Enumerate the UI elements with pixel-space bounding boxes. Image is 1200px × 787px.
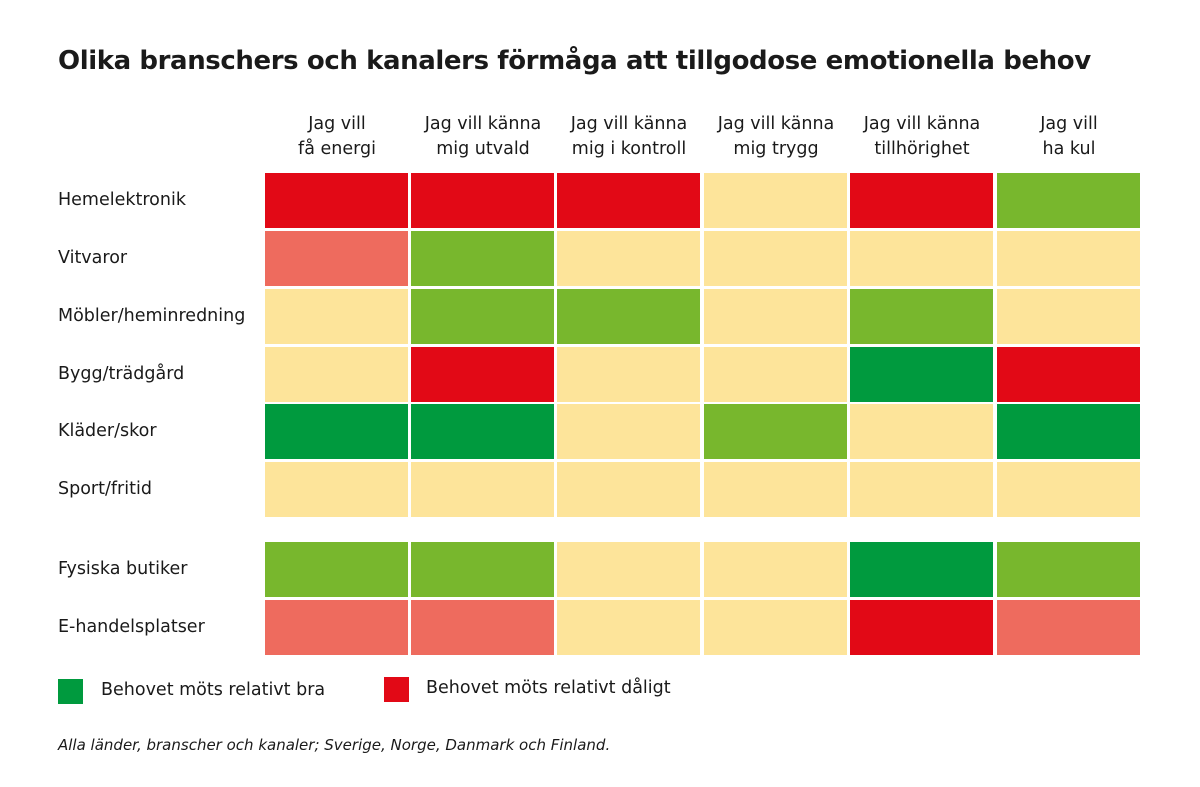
heatmap-cell-sport-fritid-3 xyxy=(557,462,700,517)
heatmap-cell-vitvaror-5 xyxy=(850,231,993,286)
heatmap-cell-vitvaror-4 xyxy=(704,231,847,286)
heatmap-cell-hemelektronik-3 xyxy=(557,173,700,228)
heatmap-cell-hemelektronik-4 xyxy=(704,173,847,228)
heatmap-cell-kl-der-skor-5 xyxy=(850,404,993,459)
heatmap-cell-bygg-tr-dg-rd-4 xyxy=(704,347,847,402)
row-label-vitvaror: Vitvaror xyxy=(58,248,128,268)
heatmap-cell-kl-der-skor-1 xyxy=(265,404,408,459)
chart-note: Alla länder, branscher och kanaler; Sver… xyxy=(58,736,611,754)
heatmap-cell-hemelektronik-2 xyxy=(411,173,554,228)
row-label-e-handelsplatser: E-handelsplatser xyxy=(58,617,205,637)
chart-title: Olika branschers och kanalers förmåga at… xyxy=(58,46,1091,76)
heatmap-cell-sport-fritid-1 xyxy=(265,462,408,517)
column-header-3: Jag vill känna mig i kontroll xyxy=(570,114,688,159)
heatmap-cell-fysiska-butiker-3 xyxy=(557,542,700,597)
heatmap-cell-bygg-tr-dg-rd-5 xyxy=(850,347,993,402)
heatmap-cell-fysiska-butiker-4 xyxy=(704,542,847,597)
heatmap-cell-sport-fritid-5 xyxy=(850,462,993,517)
heatmap-cell-kl-der-skor-6 xyxy=(997,404,1140,459)
column-header-5: Jag vill känna tillhörighet xyxy=(863,114,981,159)
heatmap-cell-m-bler-heminredning-6 xyxy=(997,289,1140,344)
legend-label-bad: Behovet möts relativt dåligt xyxy=(426,678,671,698)
legend-swatch-bad xyxy=(384,677,409,702)
heatmap-cell-e-handelsplatser-3 xyxy=(557,600,700,655)
column-header-1: Jag vill få energi xyxy=(298,114,376,159)
heatmap-cell-m-bler-heminredning-3 xyxy=(557,289,700,344)
heatmap-cell-sport-fritid-6 xyxy=(997,462,1140,517)
heatmap-cell-sport-fritid-2 xyxy=(411,462,554,517)
heatmap-cell-bygg-tr-dg-rd-1 xyxy=(265,347,408,402)
heatmap-cell-vitvaror-1 xyxy=(265,231,408,286)
heatmap-cell-hemelektronik-5 xyxy=(850,173,993,228)
column-header-2: Jag vill känna mig utvald xyxy=(424,114,542,159)
heatmap-cell-hemelektronik-1 xyxy=(265,173,408,228)
legend-swatch-good xyxy=(58,679,83,704)
heatmap-cell-e-handelsplatser-6 xyxy=(997,600,1140,655)
heatmap-cell-vitvaror-2 xyxy=(411,231,554,286)
heatmap-cell-vitvaror-3 xyxy=(557,231,700,286)
heatmap-cell-kl-der-skor-2 xyxy=(411,404,554,459)
heatmap-cell-bygg-tr-dg-rd-6 xyxy=(997,347,1140,402)
heatmap-cell-fysiska-butiker-1 xyxy=(265,542,408,597)
heatmap-cell-e-handelsplatser-1 xyxy=(265,600,408,655)
heatmap-cell-sport-fritid-4 xyxy=(704,462,847,517)
row-label-bygg-tr-dg-rd: Bygg/trädgård xyxy=(58,364,185,384)
heatmap-cell-m-bler-heminredning-2 xyxy=(411,289,554,344)
heatmap-cell-vitvaror-6 xyxy=(997,231,1140,286)
legend-label-good: Behovet möts relativt bra xyxy=(101,680,326,700)
heatmap-cell-m-bler-heminredning-5 xyxy=(850,289,993,344)
row-label-m-bler-heminredning: Möbler/heminredning xyxy=(58,306,246,326)
column-header-4: Jag vill känna mig trygg xyxy=(717,114,835,159)
heatmap-cell-m-bler-heminredning-4 xyxy=(704,289,847,344)
heatmap-cell-e-handelsplatser-5 xyxy=(850,600,993,655)
heatmap-cell-m-bler-heminredning-1 xyxy=(265,289,408,344)
heatmap-cell-e-handelsplatser-2 xyxy=(411,600,554,655)
heatmap-cell-hemelektronik-6 xyxy=(997,173,1140,228)
row-label-fysiska-butiker: Fysiska butiker xyxy=(58,559,188,579)
heatmap-cell-kl-der-skor-3 xyxy=(557,404,700,459)
column-header-6: Jag vill ha kul xyxy=(1040,114,1098,159)
heatmap-cell-bygg-tr-dg-rd-2 xyxy=(411,347,554,402)
heatmap-cell-bygg-tr-dg-rd-3 xyxy=(557,347,700,402)
heatmap-cell-fysiska-butiker-6 xyxy=(997,542,1140,597)
heatmap-cell-e-handelsplatser-4 xyxy=(704,600,847,655)
row-label-sport-fritid: Sport/fritid xyxy=(58,479,152,499)
heatmap-cell-fysiska-butiker-2 xyxy=(411,542,554,597)
row-label-hemelektronik: Hemelektronik xyxy=(58,190,186,210)
heatmap-cell-kl-der-skor-4 xyxy=(704,404,847,459)
heatmap-cell-fysiska-butiker-5 xyxy=(850,542,993,597)
row-label-kl-der-skor: Kläder/skor xyxy=(58,421,157,441)
